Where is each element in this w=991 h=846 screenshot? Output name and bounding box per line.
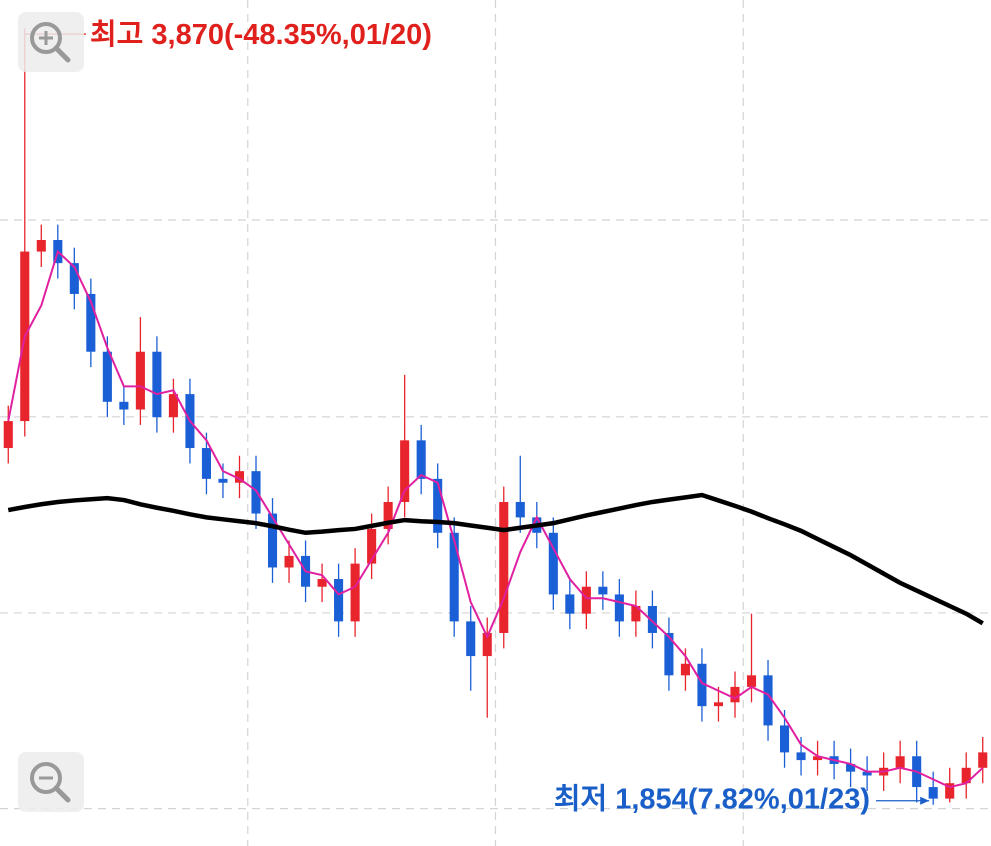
zoom-out-button[interactable] bbox=[18, 752, 84, 812]
candle-body bbox=[119, 401, 129, 410]
candle-body bbox=[201, 448, 212, 479]
candle-body bbox=[86, 293, 96, 352]
candle-body bbox=[697, 663, 707, 707]
candle-body bbox=[515, 501, 525, 518]
candle-body bbox=[416, 440, 426, 479]
candle-body bbox=[69, 263, 79, 294]
plot bbox=[3, 28, 988, 805]
candle-body bbox=[664, 632, 674, 676]
candle-body bbox=[945, 783, 955, 799]
candle-body bbox=[961, 767, 971, 784]
candle-body bbox=[383, 501, 393, 529]
candle-body bbox=[598, 586, 608, 595]
low-label: 최저 1,854(7.82%,01/23) bbox=[554, 782, 870, 815]
candle-body bbox=[796, 752, 806, 761]
candle-body bbox=[234, 471, 245, 483]
candle-body bbox=[284, 555, 294, 568]
candle-body bbox=[846, 763, 856, 772]
candle-body bbox=[251, 471, 261, 514]
candle-body bbox=[978, 752, 988, 768]
zoom-in-button[interactable] bbox=[18, 12, 84, 72]
candle-body bbox=[647, 605, 657, 633]
candle-body bbox=[895, 756, 905, 768]
candle-body bbox=[565, 594, 575, 614]
candle-body bbox=[449, 532, 459, 622]
candle-body bbox=[168, 394, 178, 418]
candle-body bbox=[218, 478, 228, 483]
high-label: 최고 3,870(-48.35%,01/20) bbox=[90, 18, 432, 51]
candle-body bbox=[779, 725, 790, 753]
candle-body bbox=[135, 351, 145, 410]
candle-body bbox=[482, 632, 492, 657]
candle-body bbox=[152, 351, 162, 418]
candle-body bbox=[862, 771, 872, 776]
candle-body bbox=[350, 563, 360, 622]
moving-average-line bbox=[7, 249, 984, 789]
candle-body bbox=[631, 605, 641, 622]
annotations: 최고 3,870(-48.35%,01/20) 최저 1,854(7.82%,01… bbox=[24, 18, 930, 815]
candle-body bbox=[317, 579, 327, 587]
candle-body bbox=[267, 513, 278, 568]
candle-body bbox=[3, 421, 13, 449]
candle-body bbox=[813, 756, 823, 761]
moving-average-line bbox=[7, 492, 984, 626]
candle-body bbox=[466, 621, 476, 657]
candle-body bbox=[367, 528, 377, 564]
candle-body bbox=[614, 594, 624, 622]
candle-body bbox=[433, 478, 443, 533]
candle-body bbox=[763, 675, 773, 726]
candle-body bbox=[102, 351, 112, 402]
candle-body bbox=[499, 501, 509, 633]
low-arrowhead bbox=[920, 796, 930, 805]
candle-body bbox=[581, 586, 591, 614]
candle-body bbox=[680, 663, 690, 676]
candle-body bbox=[928, 787, 938, 799]
candle-body bbox=[400, 440, 410, 502]
candle-body bbox=[730, 686, 740, 703]
candle-body bbox=[548, 532, 558, 595]
candle-body bbox=[713, 702, 724, 707]
candle-body bbox=[334, 579, 344, 622]
candle-body bbox=[746, 675, 757, 687]
candle-body bbox=[36, 240, 46, 252]
